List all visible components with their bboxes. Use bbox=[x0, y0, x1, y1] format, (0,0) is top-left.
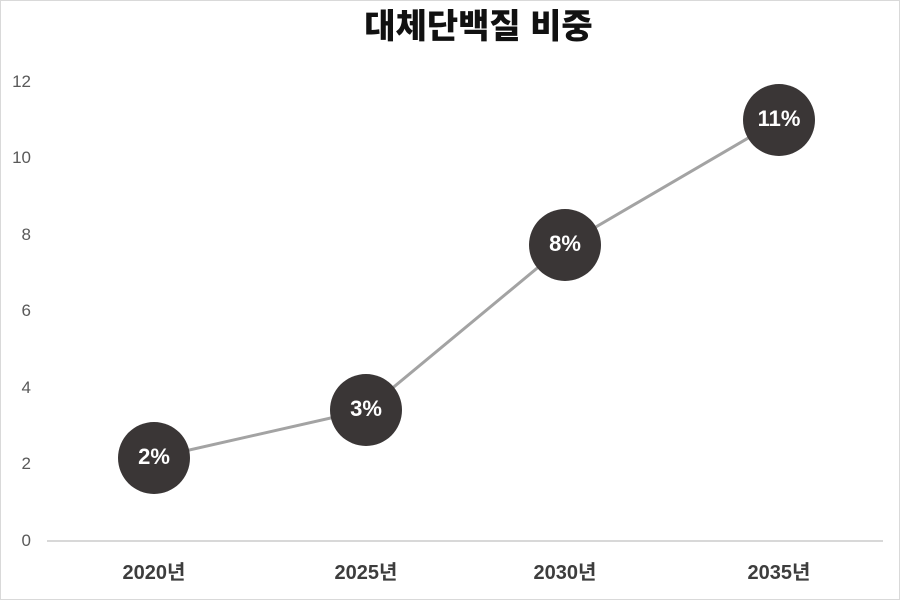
svg-text:0: 0 bbox=[22, 531, 31, 550]
svg-text:6: 6 bbox=[22, 301, 31, 320]
svg-text:4: 4 bbox=[22, 378, 31, 397]
svg-text:8: 8 bbox=[22, 225, 31, 244]
svg-text:3%: 3% bbox=[350, 396, 382, 421]
svg-text:12: 12 bbox=[12, 72, 31, 91]
svg-text:2%: 2% bbox=[138, 444, 170, 469]
svg-text:2020년: 2020년 bbox=[123, 561, 186, 584]
svg-text:11%: 11% bbox=[758, 106, 801, 131]
svg-text:2025년: 2025년 bbox=[335, 561, 398, 584]
svg-text:8%: 8% bbox=[549, 231, 581, 256]
svg-text:2: 2 bbox=[22, 454, 31, 473]
svg-text:10: 10 bbox=[12, 148, 31, 167]
svg-text:2035년: 2035년 bbox=[748, 561, 811, 584]
svg-text:2030년: 2030년 bbox=[534, 561, 597, 584]
